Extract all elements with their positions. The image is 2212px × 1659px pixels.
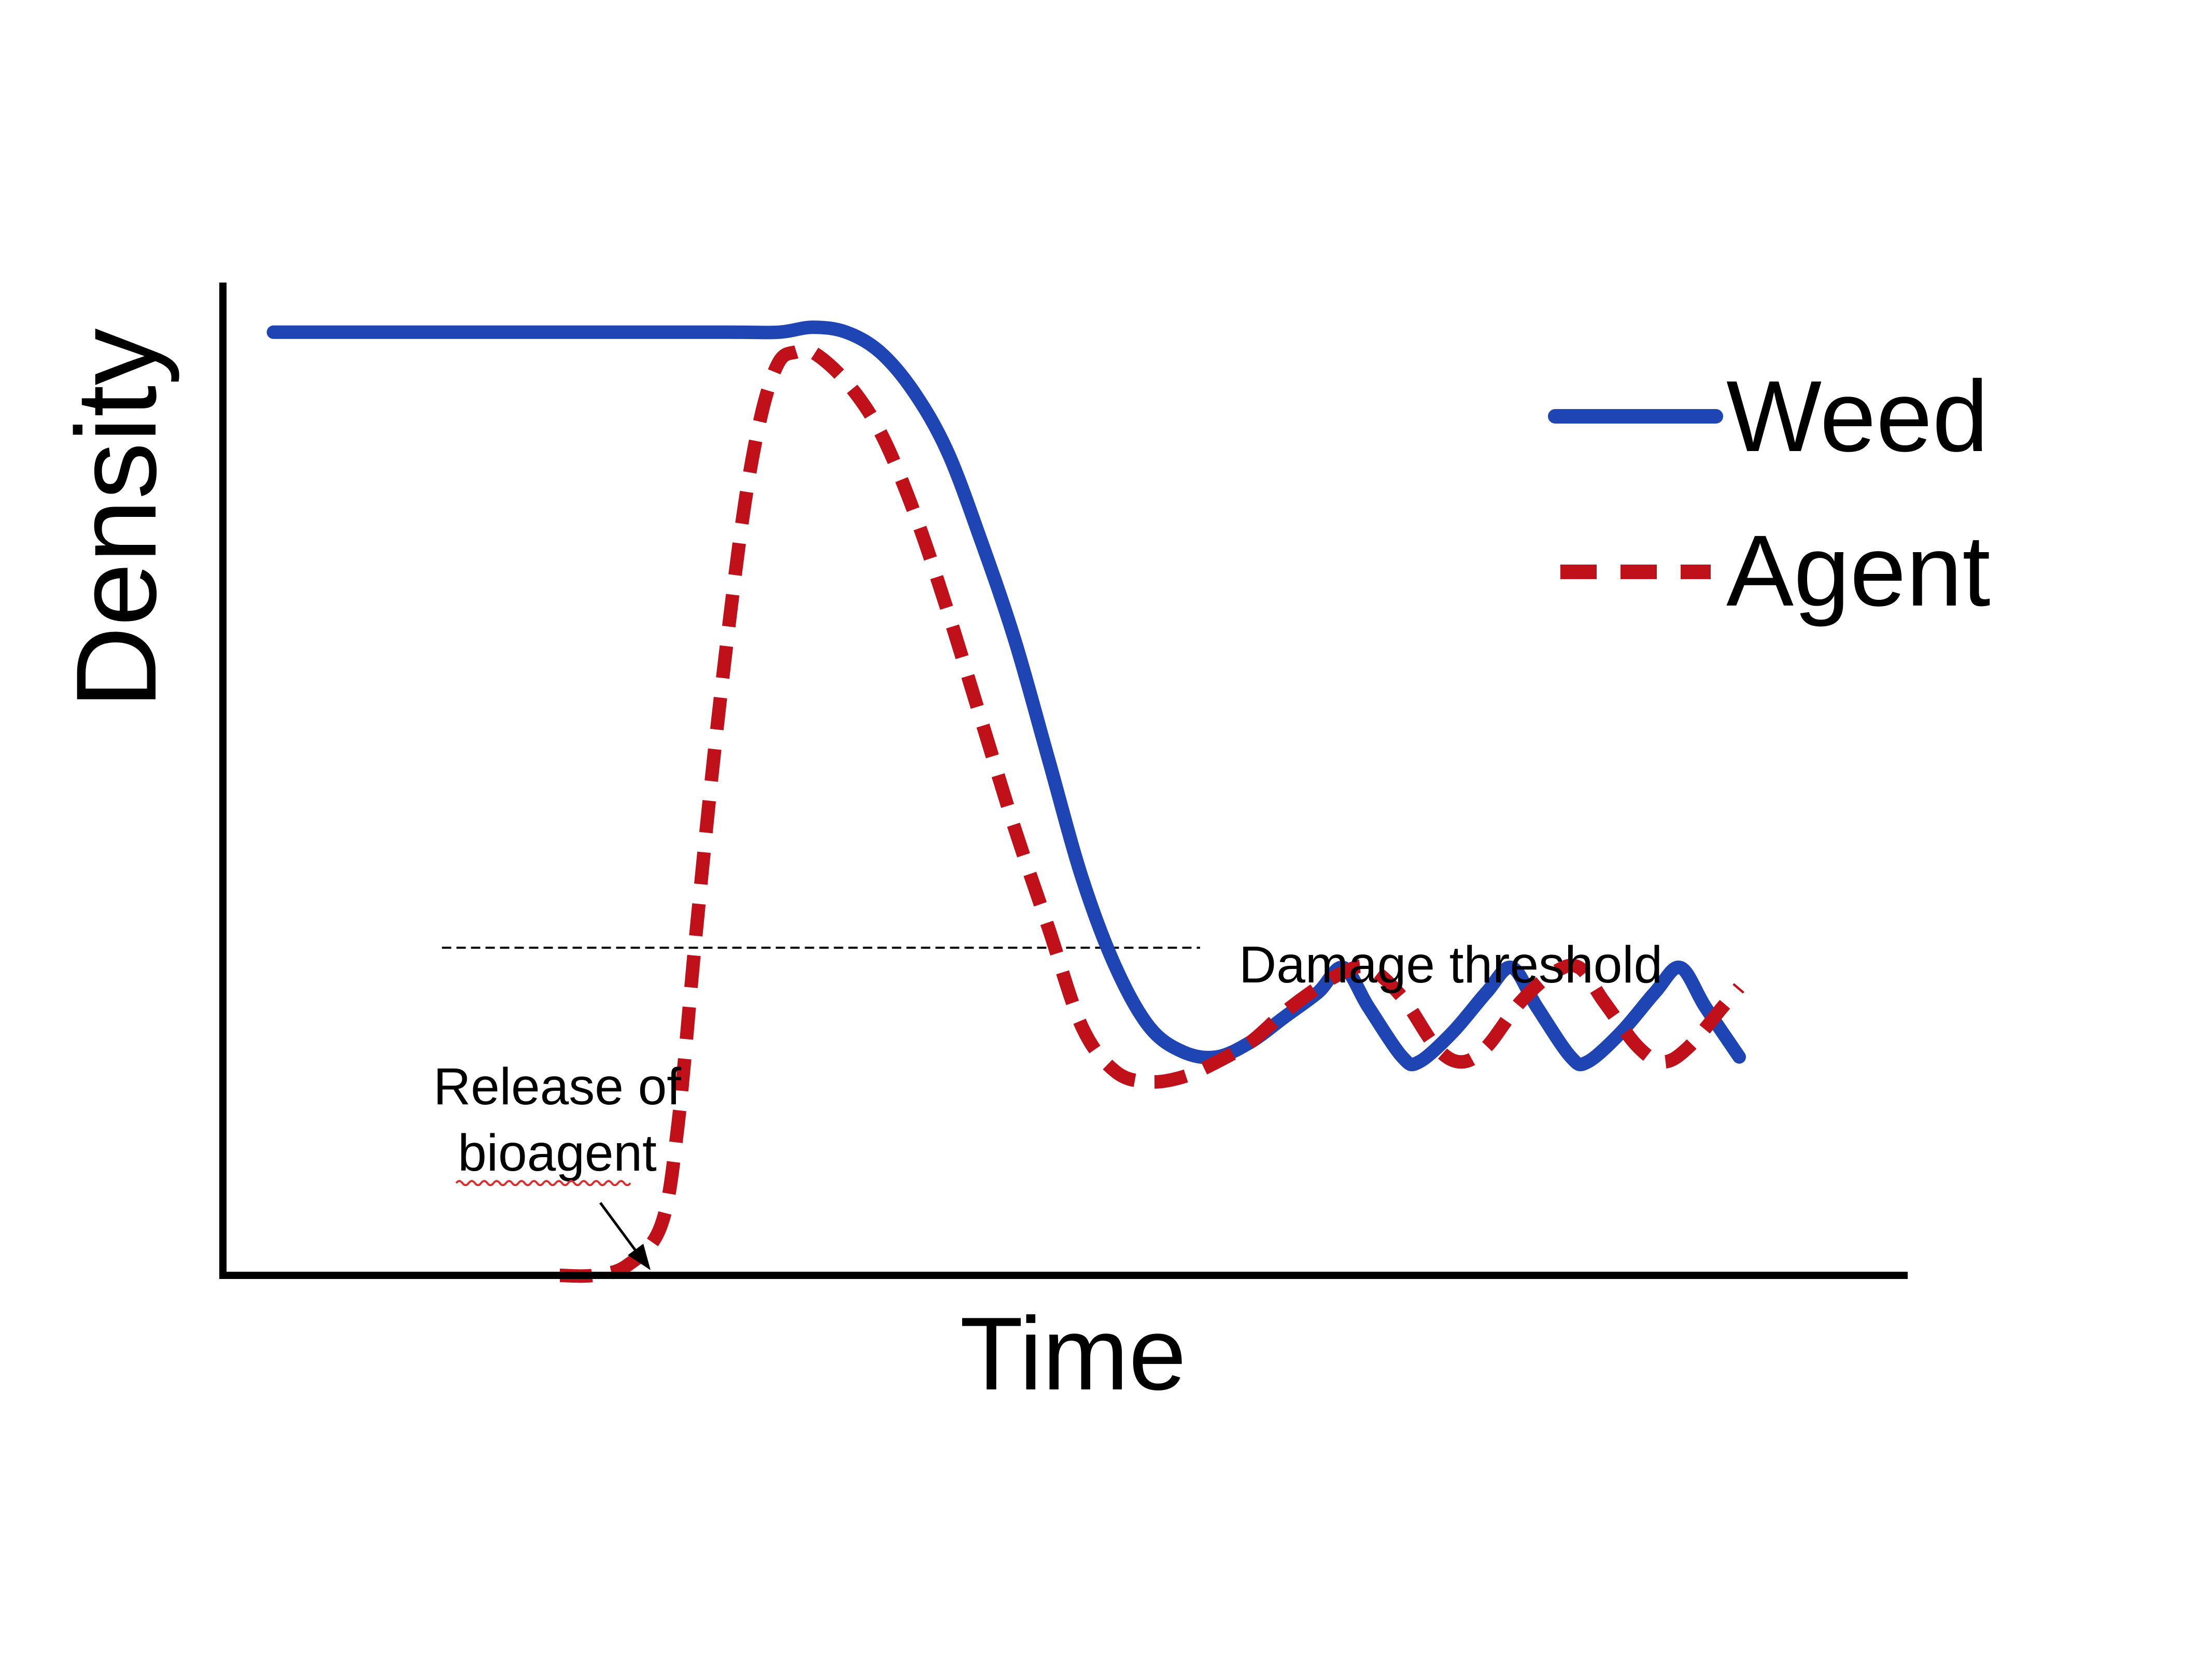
release-arrowhead [628, 1244, 651, 1270]
release-label-line1: Release of [433, 1058, 681, 1116]
legend: Weed Agent [1548, 360, 1991, 627]
release-annotation: Release of bioagent [433, 1058, 681, 1270]
legend-agent-label: Agent [1726, 514, 1991, 627]
x-axis-title: Time [960, 1296, 1186, 1412]
axes-layer [219, 283, 1908, 1279]
legend-weed-label: Weed [1726, 360, 1989, 473]
series-layer [266, 320, 1746, 1283]
release-label-line2: bioagent [458, 1124, 657, 1182]
damage-threshold-label: Damage threshold [1239, 936, 1662, 994]
series-line-agent [559, 343, 1744, 1283]
y-axis-title: Density [52, 328, 180, 709]
spellcheck-underline [455, 1180, 631, 1186]
series-line-weed [266, 320, 1746, 1072]
